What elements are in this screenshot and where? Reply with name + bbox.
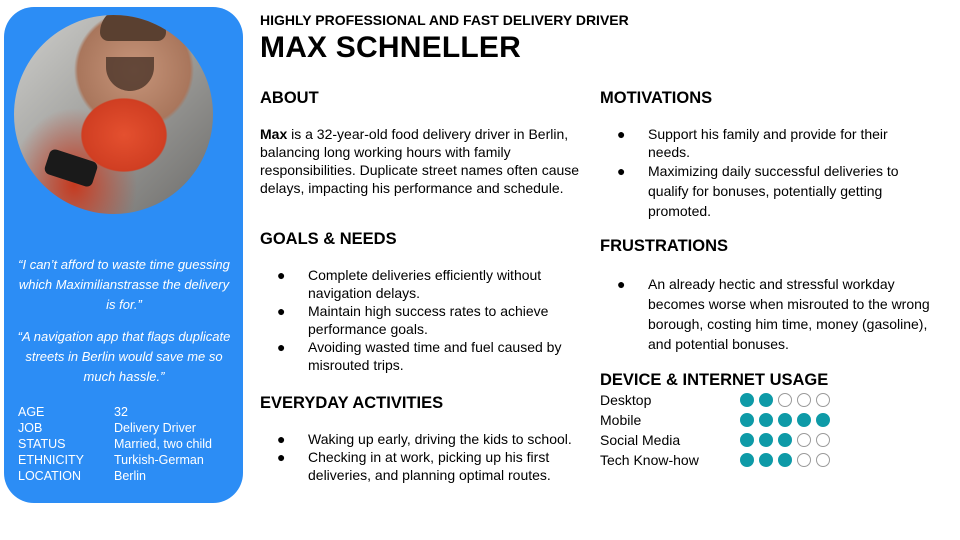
rating-dot-filled [759, 393, 773, 407]
rating-dot-filled [778, 433, 792, 447]
about-text: Max is a 32-year-old food delivery drive… [260, 125, 580, 197]
rating-dots [740, 393, 830, 407]
rating-dot-empty [797, 433, 811, 447]
fact-value: Turkish-German [114, 453, 204, 467]
rating-dot-filled [759, 413, 773, 427]
rating-dot-filled [797, 413, 811, 427]
rating-dot-empty [816, 453, 830, 467]
usage-label: Tech Know-how [600, 452, 699, 468]
usage-heading: DEVICE & INTERNET USAGE [600, 371, 829, 389]
rating-dot-filled [759, 433, 773, 447]
profile-card: “I can’t afford to waste time guessing w… [4, 7, 243, 503]
bullet-icon: ● [617, 126, 626, 142]
persona-subtitle: HIGHLY PROFESSIONAL AND FAST DELIVERY DR… [260, 12, 629, 28]
bullet-icon: ● [277, 303, 286, 319]
goals-list: ● Complete deliveries efficiently without… [260, 266, 590, 374]
fact-row-status: STATUS Married, two child [18, 436, 212, 452]
usage-row-mobile: Mobile [600, 410, 830, 430]
list-item: ● An already hectic and stressful workday… [617, 276, 930, 352]
fact-label: JOB [18, 421, 43, 435]
usage-row-desktop: Desktop [600, 390, 830, 410]
rating-dot-filled [740, 433, 754, 447]
fact-label: AGE [18, 405, 45, 419]
motivations-list: ● Support his family and provide for thei… [600, 125, 920, 221]
list-item: ● Checking in at work, picking up his fir… [277, 449, 551, 483]
rating-dots [740, 433, 830, 447]
quote-2: “A navigation app that flags duplicate s… [17, 329, 231, 384]
bullet-icon: ● [617, 163, 626, 179]
rating-dots [740, 453, 830, 467]
usage-label: Social Media [600, 432, 681, 448]
rating-dot-filled [740, 393, 754, 407]
bullet-icon: ● [277, 267, 286, 283]
about-lead: Max [260, 126, 288, 142]
list-item: ● Maintain high success rates to achieve … [277, 303, 549, 337]
activities-list: ● Waking up early, driving the kids to sc… [260, 430, 590, 484]
phone-image [43, 147, 99, 189]
fact-value: 32 [114, 405, 128, 419]
usage-label: Mobile [600, 412, 642, 428]
goals-heading: GOALS & NEEDS [260, 230, 397, 248]
activities-heading: EVERYDAY ACTIVITIES [260, 394, 444, 412]
about-heading: ABOUT [260, 89, 319, 107]
fact-row-ethnicity: ETHNICITY Turkish-German [18, 452, 212, 468]
rating-dot-filled [778, 413, 792, 427]
rating-dot-filled [740, 453, 754, 467]
about-body: is a 32-year-old food delivery driver in… [260, 126, 580, 196]
quote-1: “I can’t afford to waste time guessing w… [18, 257, 230, 312]
usage-row-tech-know-how: Tech Know-how [600, 450, 830, 470]
list-item: ● Maximizing daily successful deliveries … [617, 163, 899, 219]
bullet-icon: ● [277, 339, 286, 355]
list-item: ● Waking up early, driving the kids to sc… [277, 431, 572, 447]
rating-dot-empty [778, 393, 792, 407]
fact-label: LOCATION [18, 469, 81, 483]
bullet-icon: ● [277, 449, 286, 465]
fact-value: Berlin [114, 469, 146, 483]
motivations-heading: MOTIVATIONS [600, 89, 713, 107]
usage-label: Desktop [600, 392, 652, 408]
rating-dot-empty [816, 393, 830, 407]
fact-row-age: AGE 32 [18, 404, 212, 420]
fact-label: ETHNICITY [18, 453, 84, 467]
facts-list: AGE 32 JOB Delivery Driver STATUS Marrie… [18, 404, 212, 484]
rating-dot-empty [797, 393, 811, 407]
fact-label: STATUS [18, 437, 66, 451]
usage-row-social-media: Social Media [600, 430, 830, 450]
rating-dot-filled [740, 413, 754, 427]
rating-dot-empty [816, 433, 830, 447]
bullet-icon: ● [617, 276, 626, 292]
rating-dot-filled [778, 453, 792, 467]
fact-value: Married, two child [114, 437, 212, 451]
fact-row-location: LOCATION Berlin [18, 468, 212, 484]
bullet-icon: ● [277, 431, 286, 447]
fact-value: Delivery Driver [114, 421, 196, 435]
fact-row-job: JOB Delivery Driver [18, 420, 212, 436]
rating-dots [740, 413, 830, 427]
persona-name: MAX SCHNELLER [260, 31, 521, 64]
frustrations-heading: FRUSTRATIONS [600, 237, 729, 255]
rating-dot-filled [816, 413, 830, 427]
usage-table: Desktop Mobile Social Media Tech Know-ho… [600, 390, 830, 470]
list-item: ● Support his family and provide for thei… [617, 126, 888, 160]
list-item: ● Avoiding wasted time and fuel caused by… [277, 339, 562, 373]
profile-photo [14, 15, 213, 214]
rating-dot-empty [797, 453, 811, 467]
frustrations-list: ● An already hectic and stressful workday… [600, 274, 930, 354]
rating-dot-filled [759, 453, 773, 467]
list-item: ● Complete deliveries efficiently without… [277, 267, 542, 301]
